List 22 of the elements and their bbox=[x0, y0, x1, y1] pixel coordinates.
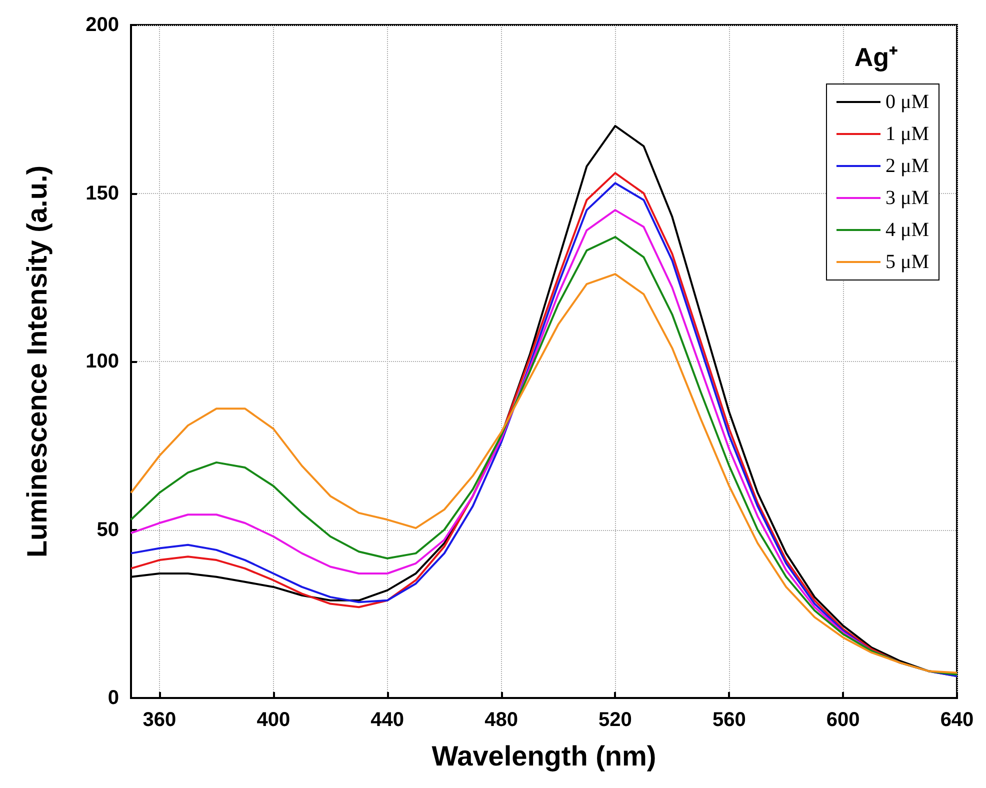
legend-label: 0 μM bbox=[885, 91, 930, 113]
legend-label: 4 μM bbox=[885, 219, 930, 241]
legend-label: 5 μM bbox=[885, 251, 930, 273]
x-tick-label: 360 bbox=[142, 709, 176, 731]
legend-label: 1 μM bbox=[885, 123, 930, 145]
x-tick-label: 600 bbox=[826, 709, 860, 731]
x-axis-title: Wavelength (nm) bbox=[432, 740, 656, 772]
x-tick-label: 520 bbox=[598, 709, 632, 731]
x-tick-label: 640 bbox=[940, 709, 974, 731]
y-tick-label: 100 bbox=[86, 350, 119, 372]
x-tick-label: 480 bbox=[484, 709, 518, 731]
legend-label: 2 μM bbox=[885, 155, 930, 177]
y-tick-label: 0 bbox=[108, 687, 119, 709]
y-tick-label: 50 bbox=[96, 518, 119, 541]
x-tick-label: 440 bbox=[370, 709, 404, 731]
y-axis-title: Luminescence Intensity (a.u.) bbox=[22, 165, 52, 558]
y-tick-label: 150 bbox=[86, 182, 119, 204]
legend-label: 3 μM bbox=[885, 187, 930, 209]
y-tick-label: 200 bbox=[86, 14, 119, 36]
legend-title: Ag⁺ bbox=[854, 42, 898, 72]
x-tick-label: 400 bbox=[256, 709, 290, 731]
x-tick-label: 560 bbox=[712, 709, 746, 731]
